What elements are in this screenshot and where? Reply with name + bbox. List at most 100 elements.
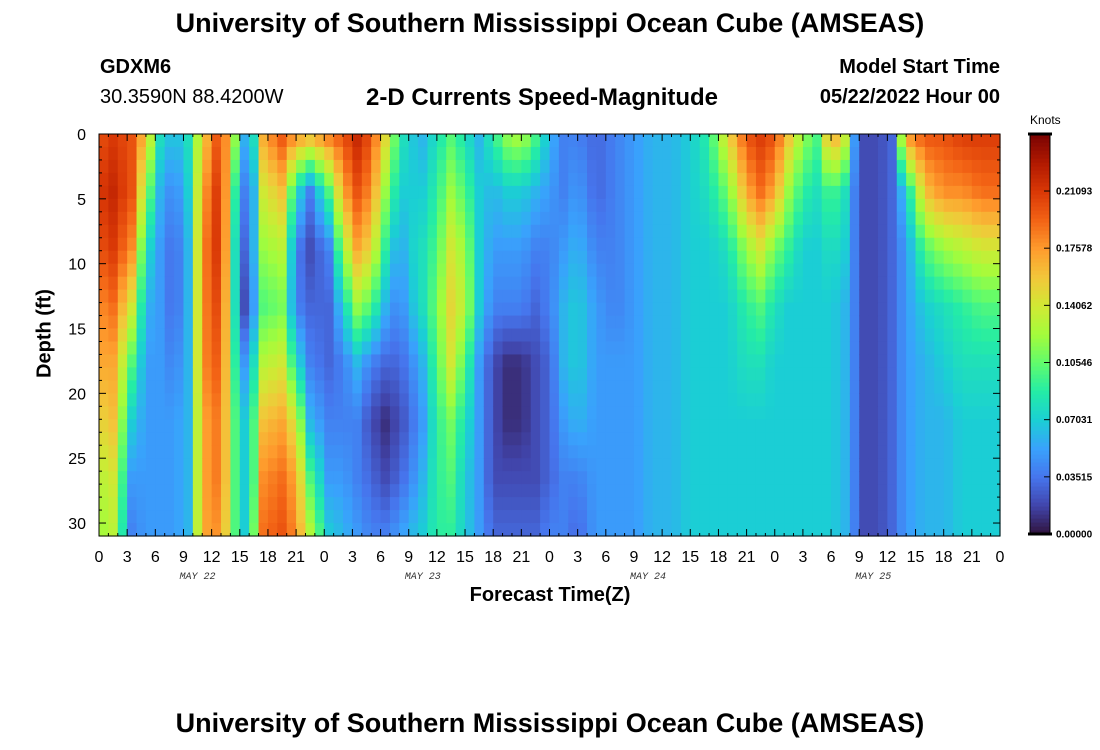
heatmap-cell — [887, 393, 898, 407]
heatmap-cell — [971, 497, 982, 511]
heatmap-cell — [211, 341, 222, 356]
heatmap-cell — [117, 497, 128, 511]
x-tick-label: 12 — [203, 549, 221, 566]
heatmap-cell — [314, 432, 325, 446]
heatmap-cell — [690, 523, 701, 537]
heatmap-cell — [333, 198, 344, 213]
heatmap-cell — [784, 380, 795, 394]
heatmap-cell — [943, 328, 954, 343]
heatmap-cell — [718, 471, 729, 485]
heatmap-cell — [962, 198, 973, 213]
heatmap-cell — [953, 367, 964, 381]
heatmap-cell — [568, 484, 579, 498]
heatmap-cell — [718, 341, 729, 356]
heatmap-cell — [615, 172, 626, 187]
heatmap-cell — [737, 380, 748, 394]
x-tick-label: 15 — [681, 549, 699, 566]
heatmap-cell — [333, 497, 344, 511]
heatmap-cell — [502, 146, 513, 161]
heatmap-cell — [511, 134, 522, 148]
heatmap-cell — [981, 211, 992, 226]
heatmap-cell — [887, 198, 898, 213]
heatmap-cell — [690, 172, 701, 187]
heatmap-cell — [558, 263, 569, 278]
heatmap-cell — [483, 198, 494, 213]
heatmap-cell — [474, 172, 485, 187]
heatmap-cell — [596, 367, 607, 381]
heatmap-cell — [399, 380, 410, 394]
heatmap-cell — [399, 419, 410, 433]
heatmap-cell — [690, 367, 701, 381]
heatmap-cell — [333, 380, 344, 394]
heatmap-cell — [652, 328, 663, 343]
heatmap-cell — [906, 289, 917, 304]
heatmap-cell — [831, 328, 842, 343]
heatmap-cell — [249, 406, 260, 420]
heatmap-cell — [737, 159, 748, 174]
heatmap-cell — [483, 458, 494, 472]
heatmap-cell — [305, 185, 316, 200]
heatmap-cell — [624, 224, 635, 239]
heatmap-cell — [868, 380, 879, 394]
heatmap-cell — [305, 328, 316, 343]
heatmap-cell — [699, 471, 710, 485]
heatmap-cell — [896, 471, 907, 485]
heatmap-cell — [117, 432, 128, 446]
heatmap-cell — [990, 367, 1001, 381]
heatmap-cell — [296, 198, 307, 213]
heatmap-cell — [211, 263, 222, 278]
heatmap-cell — [737, 406, 748, 420]
heatmap-cell — [314, 250, 325, 265]
heatmap-cell — [521, 419, 532, 433]
heatmap-cell — [202, 419, 213, 433]
heatmap-cell — [859, 484, 870, 498]
heatmap-cell — [277, 185, 288, 200]
heatmap-cell — [436, 354, 447, 369]
heatmap-cell — [333, 302, 344, 317]
x-tick-label: 18 — [484, 549, 502, 566]
heatmap-cell — [802, 159, 813, 174]
heatmap-cell — [343, 432, 354, 446]
heatmap-cell — [953, 432, 964, 446]
heatmap-cell — [511, 510, 522, 524]
heatmap-cell — [136, 237, 147, 252]
heatmap-cell — [155, 406, 166, 420]
heatmap-cell — [352, 380, 363, 394]
heatmap-cell — [333, 211, 344, 226]
heatmap-cell — [709, 276, 720, 291]
heatmap-cell — [174, 224, 185, 239]
heatmap-cell — [380, 172, 391, 187]
heatmap-cell — [371, 263, 382, 278]
heatmap-cell — [953, 237, 964, 252]
heatmap-cell — [821, 445, 832, 459]
heatmap-cell — [971, 432, 982, 446]
heatmap-cell — [568, 134, 579, 148]
heatmap-cell — [896, 134, 907, 148]
heatmap-cell — [605, 393, 616, 407]
x-tick-label: 3 — [348, 549, 357, 566]
heatmap-cell — [474, 406, 485, 420]
heatmap-cell — [981, 354, 992, 369]
heatmap-cell — [530, 445, 541, 459]
heatmap-cell — [408, 458, 419, 472]
heatmap-cell — [877, 510, 888, 524]
heatmap-cell — [934, 198, 945, 213]
heatmap-cell — [802, 172, 813, 187]
heatmap-cell — [896, 237, 907, 252]
heatmap-cell — [267, 354, 278, 369]
heatmap-cell — [380, 146, 391, 161]
heatmap-cell — [784, 406, 795, 420]
heatmap-cell — [286, 263, 297, 278]
heatmap-cell — [671, 367, 682, 381]
heatmap-cell — [202, 510, 213, 524]
heatmap-cell — [371, 406, 382, 420]
heatmap-cell — [249, 445, 260, 459]
heatmap-cell — [709, 302, 720, 317]
heatmap-cell — [540, 406, 551, 420]
heatmap-cell — [755, 432, 766, 446]
heatmap-cell — [821, 406, 832, 420]
heatmap-cell — [333, 276, 344, 291]
heatmap-cell — [868, 146, 879, 161]
heatmap-cell — [192, 315, 203, 330]
heatmap-cell — [924, 510, 935, 524]
